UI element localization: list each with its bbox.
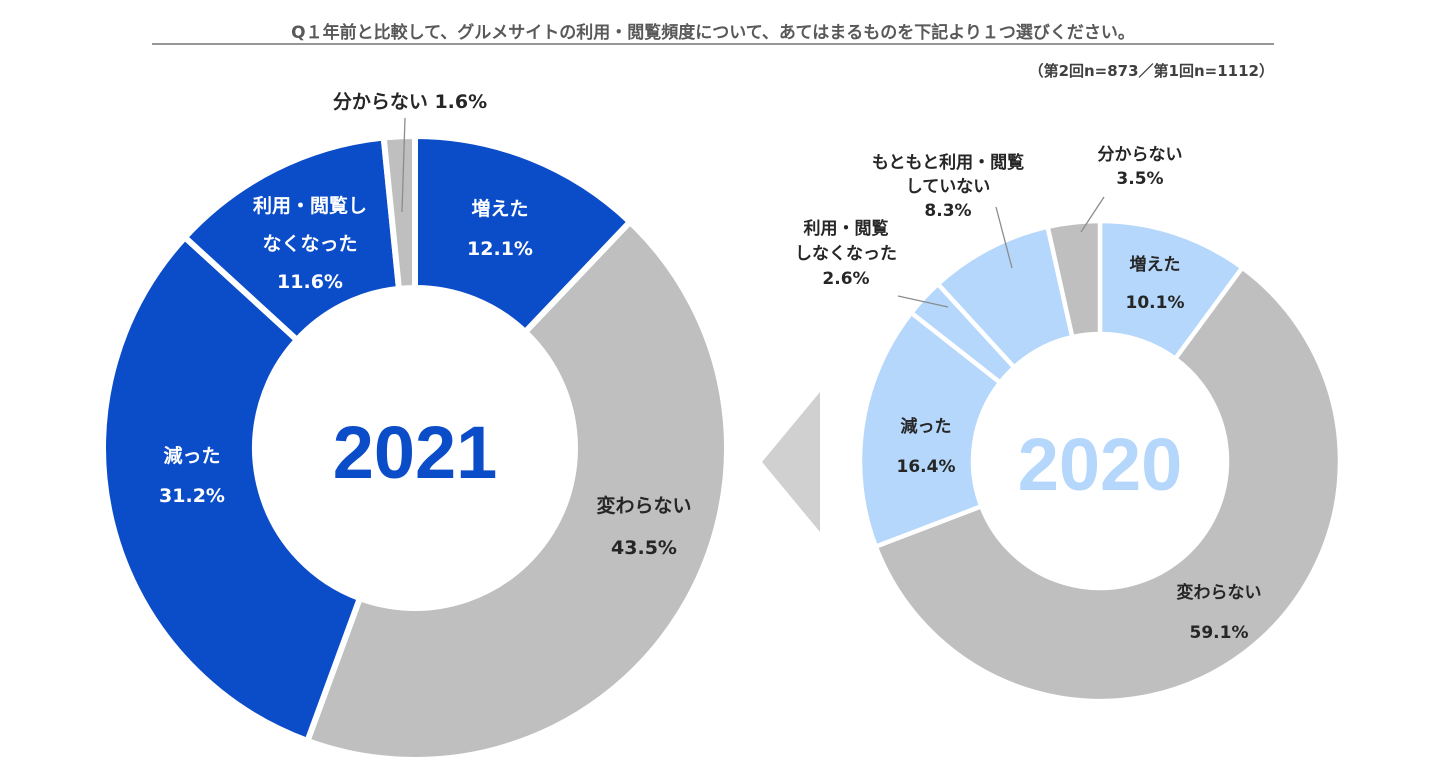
slice-label-2021-0-1: 12.1% — [467, 238, 533, 260]
slice-label-2020-3-0: 利用・閲覧 — [804, 218, 889, 239]
slice-2021-2 — [100, 233, 364, 745]
sample-size-note: （第2回n=873／第1回n=1112） — [1029, 62, 1274, 80]
slice-label-2020-4-2: 8.3% — [924, 201, 971, 221]
slice-2021-4 — [380, 132, 418, 293]
slice-label-2020-5-0: 分からない — [1098, 145, 1183, 165]
slice-label-2020-2-0: 減った — [901, 416, 952, 437]
slice-label-2020-0-0: 増えた — [1130, 254, 1181, 275]
slice-label-2021-4-0: 分からない 1.6% — [333, 91, 487, 113]
slice-label-2020-5-1: 3.5% — [1116, 169, 1163, 189]
slice-label-2020-3-1: しなくなった — [795, 244, 897, 264]
leader-line-2020-2 — [1080, 196, 1105, 233]
slice-label-2020-2-1: 16.4% — [897, 457, 956, 477]
slice-label-2021-1-0: 変わらない — [596, 494, 691, 517]
slice-label-2021-3-2: 11.6% — [277, 271, 343, 293]
slice-label-2020-4-0: もともと利用・閲覧 — [872, 152, 1024, 173]
slice-label-2021-2-1: 31.2% — [159, 485, 225, 507]
leader-line-2020-0 — [897, 295, 949, 308]
leader-line-2020-1 — [995, 206, 1013, 269]
slice-label-2021-1-1: 43.5% — [611, 537, 677, 559]
slice-2020-5 — [1044, 218, 1103, 340]
slice-label-2021-0-0: 増えた — [471, 197, 528, 220]
slice-label-2020-1-0: 変わらない — [1177, 582, 1262, 603]
center-year-2020: 2020 — [1018, 423, 1183, 506]
slice-label-2020-0-1: 10.1% — [1126, 293, 1185, 313]
slice-2020-1 — [872, 264, 1343, 704]
leader-line-2021-0 — [401, 117, 406, 213]
slice-label-2021-3-0: 利用・閲覧し — [253, 194, 367, 217]
slice-2021-0 — [412, 132, 635, 337]
center-year-2021: 2021 — [333, 411, 498, 494]
slice-2021-1 — [303, 217, 730, 763]
slice-label-2021-2-0: 減った — [163, 444, 220, 467]
slice-label-2020-3-2: 2.6% — [822, 269, 869, 289]
slice-2020-2 — [857, 309, 1004, 550]
slice-label-2020-4-1: していない — [906, 177, 991, 197]
slice-label-2020-1-1: 59.1% — [1190, 623, 1249, 643]
chart-title: Q１年前と比較して、グルメサイトの利用・閲覧頻度について、あてはまるものを下記よ… — [291, 22, 1135, 43]
slice-label-2021-3-1: なくなった — [262, 233, 357, 255]
comparison-arrow — [762, 392, 820, 532]
